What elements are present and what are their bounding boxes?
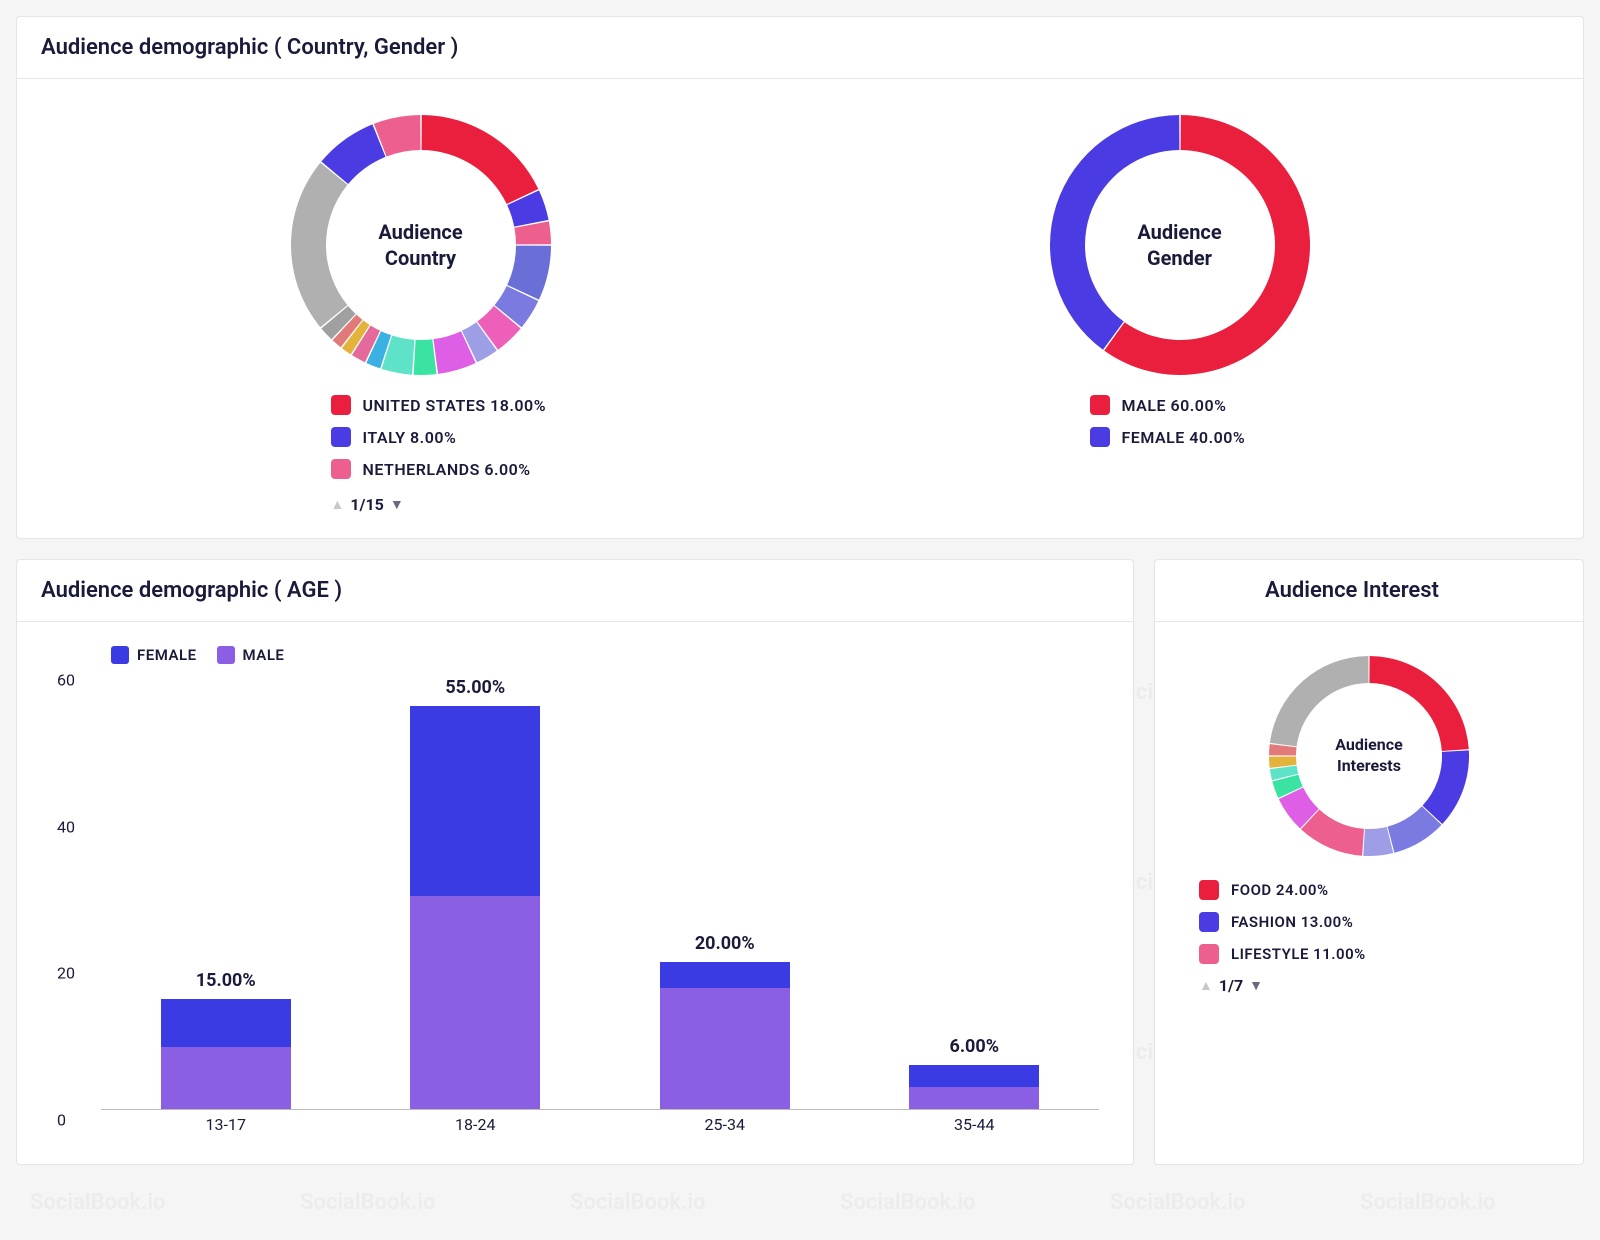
x-tick-label: 35-44 — [954, 1115, 994, 1134]
interest-legend: FOOD 24.00% FASHION 13.00% LIFESTYLE 11.00… — [1199, 880, 1559, 964]
bar-segment-male — [410, 896, 540, 1109]
card-title: Audience Interest — [1155, 560, 1583, 622]
bar-segment-female — [909, 1065, 1039, 1087]
legend-label: NETHERLANDS 6.00% — [363, 460, 531, 479]
legend-item: FOOD 24.00% — [1199, 880, 1559, 900]
legend-swatch — [1199, 944, 1219, 964]
audience-gender-block: AudienceGender MALE 60.00% FEMALE 40.00% — [1050, 115, 1310, 459]
age-legend: FEMALE MALE — [111, 646, 1109, 664]
pager-prev-icon[interactable]: ▲ — [1199, 977, 1213, 994]
legend-label: ITALY 8.00% — [363, 428, 457, 447]
legend-swatch — [331, 395, 351, 415]
y-tick-label: 40 — [57, 817, 75, 836]
pager-next-icon[interactable]: ▼ — [390, 496, 404, 513]
legend-label: UNITED STATES 18.00% — [363, 396, 547, 415]
bar-segment-male — [909, 1087, 1039, 1109]
y-tick-label: 60 — [57, 671, 75, 690]
legend-item: MALE — [217, 646, 285, 664]
legend-item: UNITED STATES 18.00% — [331, 395, 547, 415]
legend-swatch — [331, 427, 351, 447]
country-pager: ▲ 1/15 ▼ — [331, 495, 404, 514]
bar-value-label: 15.00% — [196, 970, 256, 991]
audience-interest-card: Audience Interest AudienceInterests FOOD… — [1154, 559, 1584, 1165]
interest-pager: ▲ 1/7 ▼ — [1199, 976, 1559, 995]
pager-text: 1/7 — [1219, 976, 1243, 995]
country-legend: UNITED STATES 18.00% ITALY 8.00% NETHERLAN… — [331, 395, 547, 491]
bar-segment-female — [410, 706, 540, 897]
legend-item: LIFESTYLE 11.00% — [1199, 944, 1559, 964]
bar-group: 55.00%18-24 — [410, 706, 540, 1109]
gender-legend: MALE 60.00% FEMALE 40.00% — [1090, 395, 1246, 459]
pager-text: 1/15 — [350, 495, 383, 514]
bar-group: 15.00%13-17 — [161, 999, 291, 1109]
legend-label: FEMALE — [137, 646, 197, 664]
card-title: Audience demographic ( AGE ) — [17, 560, 1133, 622]
bar-group: 20.00%25-34 — [660, 962, 790, 1109]
age-barchart: 15.00%13-1755.00%18-2420.00%25-346.00%35… — [91, 670, 1109, 1140]
legend-item: NETHERLANDS 6.00% — [331, 459, 547, 479]
pager-prev-icon[interactable]: ▲ — [331, 496, 345, 513]
bar-segment-male — [660, 988, 790, 1109]
legend-swatch — [1199, 880, 1219, 900]
legend-item: FASHION 13.00% — [1199, 912, 1559, 932]
legend-item: FEMALE 40.00% — [1090, 427, 1246, 447]
y-tick-label: 0 — [57, 1111, 66, 1130]
bar-segment-female — [660, 962, 790, 988]
pager-next-icon[interactable]: ▼ — [1249, 977, 1263, 994]
donut-center-label: AudienceCountry — [291, 115, 551, 375]
legend-swatch — [1199, 912, 1219, 932]
legend-label: MALE 60.00% — [1122, 396, 1227, 415]
legend-label: FEMALE 40.00% — [1122, 428, 1246, 447]
bar-value-label: 6.00% — [949, 1036, 999, 1057]
y-tick-label: 20 — [57, 964, 75, 983]
audience-country-block: AudienceCountry UNITED STATES 18.00% ITAL… — [291, 115, 551, 514]
legend-item: FEMALE — [111, 646, 197, 664]
bar-value-label: 55.00% — [445, 677, 505, 698]
bar-segment-female — [161, 999, 291, 1047]
legend-swatch — [1090, 395, 1110, 415]
bar-value-label: 20.00% — [695, 933, 755, 954]
legend-swatch — [111, 646, 129, 664]
donut-center-label: AudienceInterests — [1269, 656, 1469, 856]
bar-segment-male — [161, 1047, 291, 1109]
x-tick-label: 13-17 — [206, 1115, 246, 1134]
legend-swatch — [331, 459, 351, 479]
legend-item: MALE 60.00% — [1090, 395, 1246, 415]
legend-label: FOOD 24.00% — [1231, 881, 1329, 899]
legend-swatch — [217, 646, 235, 664]
donut-center-label: AudienceGender — [1050, 115, 1310, 375]
bar-group: 6.00%35-44 — [909, 1065, 1039, 1109]
audience-age-card: Audience demographic ( AGE ) FEMALEMALE … — [16, 559, 1134, 1165]
x-tick-label: 18-24 — [455, 1115, 495, 1134]
x-tick-label: 25-34 — [705, 1115, 745, 1134]
audience-demographic-card: Audience demographic ( Country, Gender )… — [16, 16, 1584, 539]
legend-label: MALE — [243, 646, 285, 664]
card-title: Audience demographic ( Country, Gender ) — [17, 17, 1583, 79]
legend-label: FASHION 13.00% — [1231, 913, 1353, 931]
legend-item: ITALY 8.00% — [331, 427, 547, 447]
legend-swatch — [1090, 427, 1110, 447]
legend-label: LIFESTYLE 11.00% — [1231, 945, 1366, 963]
